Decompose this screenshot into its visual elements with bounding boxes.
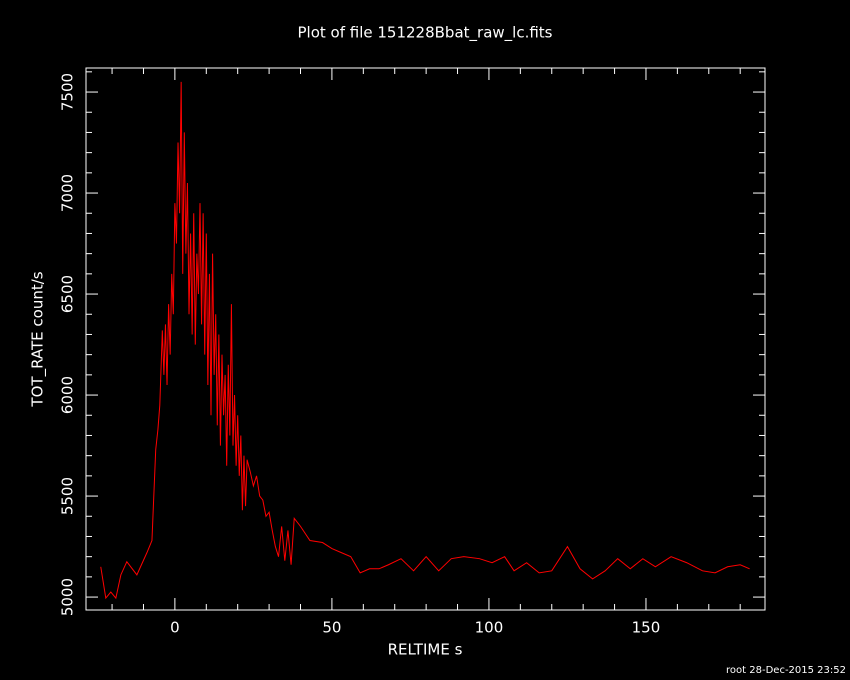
y-tick-label: 5000	[59, 578, 77, 616]
y-tick-label: 7500	[59, 73, 77, 111]
x-tick-label: 150	[632, 619, 661, 637]
y-tick-label: 6000	[59, 376, 77, 414]
x-tick-label: 0	[170, 619, 180, 637]
y-tick-label: 6500	[59, 275, 77, 313]
x-tick-label: 50	[322, 619, 341, 637]
plot-frame	[85, 67, 766, 611]
y-tick-label: 7000	[59, 174, 77, 212]
data-line	[100, 81, 750, 600]
x-axis-label: RELTIME s	[388, 641, 463, 659]
y-axis-label: TOT_RATE count/s	[29, 271, 48, 407]
y-tick-label: 5500	[59, 477, 77, 515]
footer: root 28-Dec-2015 23:52	[726, 665, 846, 676]
chart-title: Plot of file 151228Bbat_raw_lc.fits	[298, 24, 553, 43]
x-tick-label: 100	[475, 619, 504, 637]
